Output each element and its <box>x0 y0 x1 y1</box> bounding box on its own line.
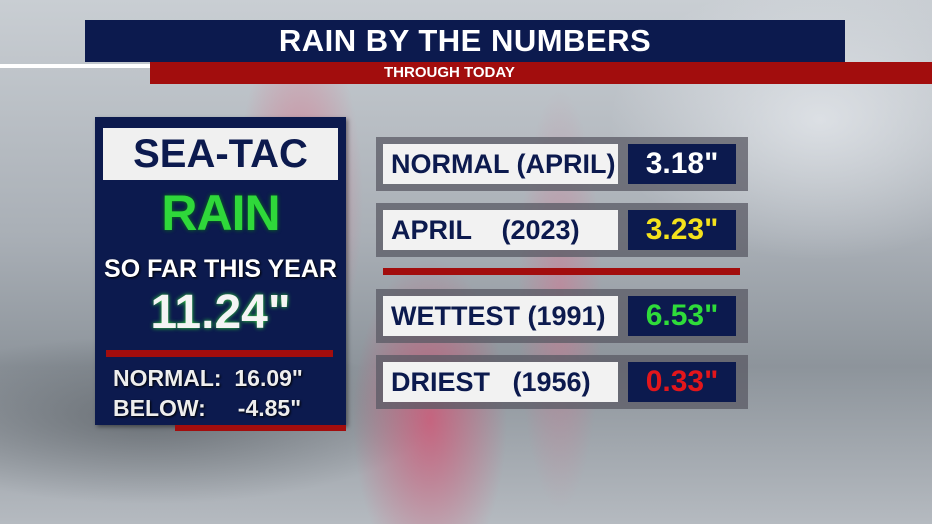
below-stat: BELOW: -4.85" <box>113 395 301 422</box>
rain-heading: RAIN <box>161 185 280 241</box>
row-value: 0.33" <box>628 362 736 402</box>
row-value: 6.53" <box>628 296 736 336</box>
stat-row-april-2023: APRIL (2023) 3.23" <box>376 203 748 257</box>
stat-row-driest: DRIEST (1956) 0.33" <box>376 355 748 409</box>
stat-row-normal-april: NORMAL (APRIL) 3.18" <box>376 137 748 191</box>
subtitle-bar: THROUGH TODAY <box>150 62 932 84</box>
row-value: 3.23" <box>628 210 736 250</box>
below-value: -4.85" <box>237 395 302 421</box>
subtitle: THROUGH TODAY <box>384 64 515 81</box>
row-label: WETTEST (1991) <box>383 296 618 336</box>
station-name: SEA-TAC <box>103 128 338 180</box>
row-label: NORMAL (APRIL) <box>383 144 618 184</box>
stat-row-wettest: WETTEST (1991) 6.53" <box>376 289 748 343</box>
below-label: BELOW: <box>113 395 206 421</box>
normal-value: 16.09" <box>234 365 303 391</box>
row-value: 3.18" <box>628 144 736 184</box>
row-label: APRIL (2023) <box>383 210 618 250</box>
divider <box>106 350 333 357</box>
row-label: DRIEST (1956) <box>383 362 618 402</box>
sea-tac-panel: SEA-TAC RAIN SO FAR THIS YEAR 11.24" NOR… <box>95 117 346 425</box>
normal-label: NORMAL: <box>113 365 222 391</box>
page-title: RAIN BY THE NUMBERS <box>85 20 845 62</box>
panel-accent-strip <box>175 425 346 431</box>
year-total: 11.24" <box>150 286 291 339</box>
row-divider <box>383 268 740 275</box>
caption: SO FAR THIS YEAR <box>104 255 337 283</box>
accent-line <box>0 64 150 68</box>
normal-stat: NORMAL: 16.09" <box>113 365 303 392</box>
